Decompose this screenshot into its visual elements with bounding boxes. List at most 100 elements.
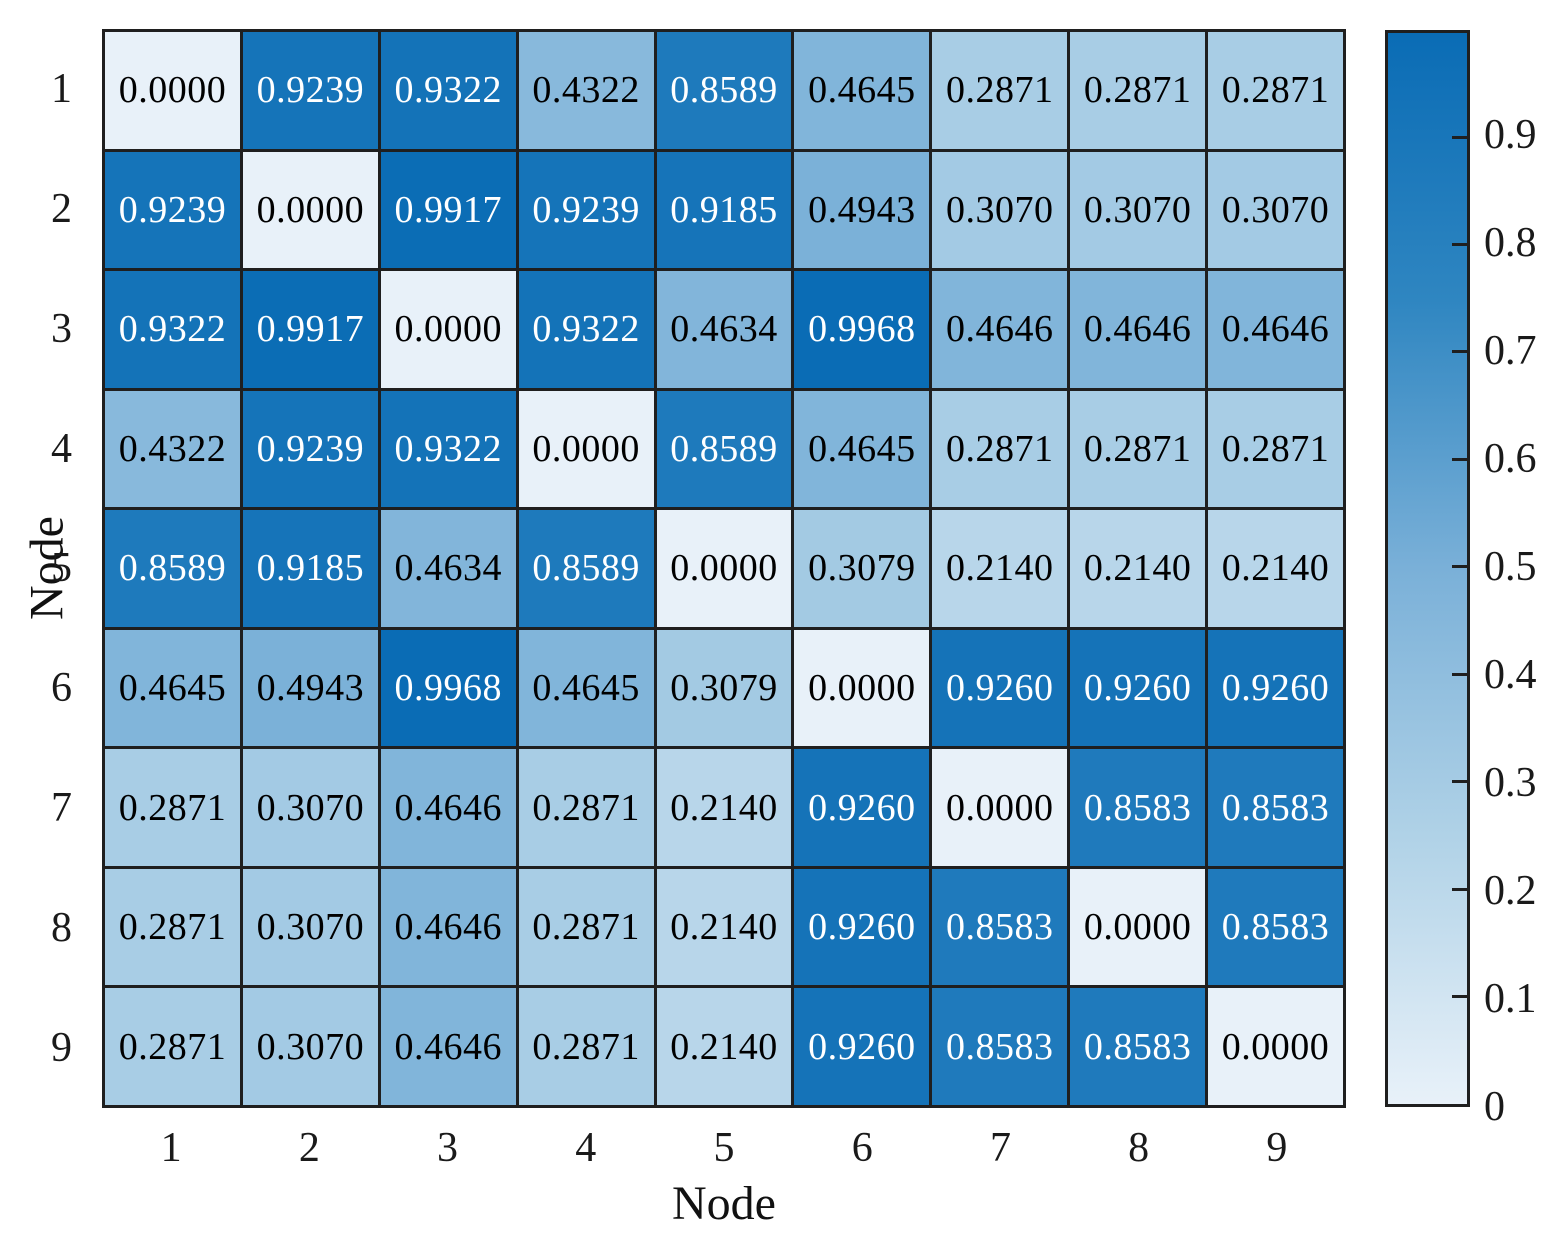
heatmap-cell: 0.0000 [380,271,516,388]
heatmap-cell: 0.4646 [380,868,516,986]
heatmap-cell: 0.0000 [1208,988,1343,1105]
heatmap-cell: 0.3070 [932,151,1068,269]
heatmap-cell: 0.8583 [1070,749,1206,866]
heatmap-cell: 0.4943 [794,151,930,269]
heatmap-cell: 0.4645 [105,629,240,747]
heatmap-cell: 0.9185 [656,151,792,269]
heatmap-cell: 0.8589 [518,510,654,627]
heatmap-cell: 0.3070 [1070,151,1206,269]
x-tick-label: 4 [575,1125,597,1171]
heatmap-cell: 0.8583 [932,868,1068,986]
x-tick-label: 6 [851,1125,873,1171]
heatmap-cell: 0.4645 [794,32,930,149]
y-tick-label: 9 [51,1025,72,1072]
colorbar-tick-mark [1452,565,1467,569]
y-tick-label: 2 [51,185,72,232]
x-tick-label: 2 [298,1125,320,1171]
heatmap-cell: 0.0000 [242,151,378,269]
colorbar-tick-label: 0.8 [1484,219,1537,266]
heatmap-cell: 0.0000 [794,629,930,747]
heatmap-cell: 0.9917 [242,271,378,388]
colorbar-tick-mark [1452,995,1467,999]
heatmap-cell: 0.4646 [380,988,516,1105]
heatmap-cell: 0.9968 [380,629,516,747]
heatmap-cell: 0.9239 [518,151,654,269]
colorbar-tick-mark [1452,350,1467,354]
colorbar-tick-label: 0 [1484,1084,1505,1130]
heatmap-cell: 0.0000 [105,32,240,149]
y-axis-tick-labels: 1 2 3 4 5 6 7 8 9 [0,29,86,1108]
heatmap-cell: 0.2140 [656,749,792,866]
y-tick-label: 3 [51,305,72,352]
heatmap-cell: 0.9322 [380,32,516,149]
colorbar-tick-mark [1452,887,1467,891]
x-tick-label: 5 [713,1125,735,1171]
x-axis-tick-labels: 1 2 3 4 5 6 7 8 9 [102,1124,1346,1176]
heatmap-cell: 0.2140 [1208,510,1343,627]
heatmap-cell: 0.9239 [242,32,378,149]
x-tick-label: 9 [1266,1125,1288,1171]
heatmap-cell: 0.9260 [1208,629,1343,747]
heatmap-cell: 0.8583 [1208,749,1343,866]
heatmap-cell: 0.9322 [380,390,516,508]
heatmap-cell: 0.4646 [380,749,516,866]
y-tick-label: 7 [51,785,72,832]
heatmap-cell: 0.4322 [105,390,240,508]
heatmap-cell: 0.4634 [656,271,792,388]
heatmap-cell: 0.3070 [242,988,378,1105]
heatmap-cell: 0.8583 [1208,868,1343,986]
heatmap-cell: 0.8589 [656,32,792,149]
y-tick-label: 6 [51,665,72,712]
heatmap-cell: 0.4645 [794,390,930,508]
colorbar-tick-label: 0.1 [1484,975,1537,1022]
heatmap-cell: 0.9239 [242,390,378,508]
heatmap-cell: 0.2871 [932,390,1068,508]
heatmap-cell: 0.0000 [656,510,792,627]
heatmap-cell: 0.9322 [105,271,240,388]
heatmap-grid: 0.0000 0.9239 0.9322 0.4322 0.8589 0.4645 0.28… [102,29,1346,1108]
heatmap-cell: 0.9260 [1070,629,1206,747]
heatmap-cell: 0.8589 [656,390,792,508]
heatmap-cell: 0.3070 [1208,151,1343,269]
heatmap-cell: 0.2871 [1070,390,1206,508]
heatmap-cell: 0.2871 [105,868,240,986]
heatmap-cell: 0.4322 [518,32,654,149]
heatmap-cell: 0.9185 [242,510,378,627]
heatmap-cell: 0.0000 [932,749,1068,866]
colorbar-tick-mark [1452,780,1467,784]
colorbar-tick-mark [1452,135,1467,139]
heatmap-cell: 0.2871 [1208,390,1343,508]
colorbar-tick-mark [1452,457,1467,461]
heatmap-cell: 0.2871 [105,988,240,1105]
x-tick-label: 7 [989,1125,1011,1171]
y-tick-label: 5 [51,545,72,592]
heatmap-cell: 0.8589 [105,510,240,627]
colorbar-tick-labels: 0 0.1 0.2 0.3 0.4 0.5 0.6 0.7 0.8 0.9 [1484,30,1553,1128]
colorbar-tick-label: 0.2 [1484,867,1537,914]
heatmap-cell: 0.2871 [518,988,654,1105]
heatmap-cell: 0.2140 [932,510,1068,627]
x-tick-label: 3 [437,1125,459,1171]
heatmap-cell: 0.3079 [656,629,792,747]
heatmap-cell: 0.8583 [1070,988,1206,1105]
y-tick-label: 4 [51,425,72,472]
heatmap-cell: 0.0000 [518,390,654,508]
heatmap-cell: 0.4646 [932,271,1068,388]
colorbar-tick-label: 0.4 [1484,651,1537,698]
heatmap-cell: 0.9260 [932,629,1068,747]
colorbar-tick-label: 0.5 [1484,543,1537,590]
heatmap-cell: 0.2140 [656,988,792,1105]
colorbar-tick-label: 0.3 [1484,759,1537,806]
x-tick-label: 8 [1128,1125,1150,1171]
colorbar [1385,30,1470,1107]
heatmap-cell: 0.2871 [105,749,240,866]
heatmap-cell: 0.2871 [932,32,1068,149]
heatmap-cell: 0.0000 [1070,868,1206,986]
heatmap-cell: 0.9260 [794,988,930,1105]
heatmap-cell: 0.4634 [380,510,516,627]
colorbar-tick-label: 0.6 [1484,435,1537,482]
heatmap-cell: 0.9260 [794,749,930,866]
colorbar-tick-label: 0.7 [1484,327,1537,374]
heatmap-cell: 0.4943 [242,629,378,747]
